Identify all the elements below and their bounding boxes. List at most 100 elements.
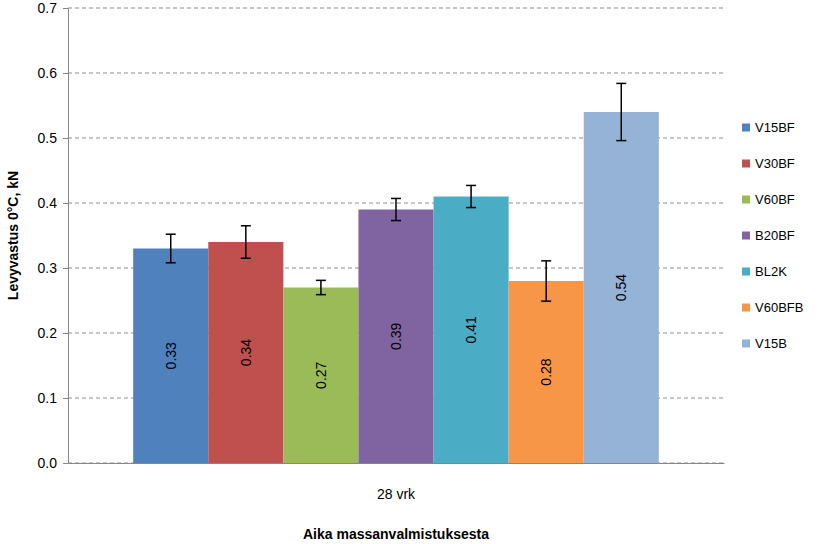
- bar: [133, 249, 208, 464]
- error-bar: [241, 226, 251, 259]
- data-label: 0.27: [313, 361, 329, 388]
- error-bar: [541, 261, 551, 301]
- legend-swatch: [742, 124, 750, 132]
- bar: [509, 281, 584, 463]
- legend: V15BF V30BF V60BF B20BF BL2K V60BFB V15B: [742, 120, 803, 351]
- error-bar-cap: [391, 198, 401, 200]
- error-bar-cap: [316, 294, 326, 296]
- bar: [358, 210, 433, 464]
- legend-item: B20BF: [742, 228, 795, 243]
- grid-line: [68, 8, 724, 9]
- error-bar-cap: [616, 140, 626, 142]
- y-tick-label: 0.7: [38, 0, 58, 16]
- data-label: 0.28: [538, 358, 554, 385]
- legend-item: V15B: [742, 336, 787, 351]
- legend-item: V60BF: [742, 192, 795, 207]
- error-bar-cap: [316, 280, 326, 282]
- legend-swatch: [742, 340, 750, 348]
- x-tick-label: 28 vrk: [377, 486, 416, 502]
- y-tick-label: 0.2: [38, 325, 58, 341]
- legend-label: V60BF: [755, 192, 795, 207]
- legend-label: V30BF: [755, 156, 795, 171]
- error-bar: [316, 280, 326, 294]
- bar: [208, 242, 283, 463]
- error-bar-cap: [166, 262, 176, 264]
- y-tick: 0.3: [38, 260, 68, 276]
- legend-swatch: [742, 196, 750, 204]
- y-tick-label: 0.0: [38, 455, 58, 471]
- error-bar-stem: [545, 261, 547, 301]
- legend-swatch: [742, 160, 750, 168]
- error-bar-cap: [241, 225, 251, 227]
- y-axis: 0.0 0.1 0.2 0.3 0.4 0.5 0.6 0.7: [38, 0, 69, 471]
- y-tick-mark: [63, 398, 68, 399]
- legend-item: V15BF: [742, 120, 795, 135]
- legend-item: V60BFB: [742, 300, 803, 315]
- error-bar-cap: [616, 83, 626, 85]
- legend-label: BL2K: [755, 264, 787, 279]
- bar: [584, 112, 659, 463]
- y-tick: 0.1: [38, 390, 68, 406]
- y-tick-mark: [63, 203, 68, 204]
- legend-swatch: [742, 268, 750, 276]
- y-tick: 0.4: [38, 195, 68, 211]
- legend-swatch: [742, 232, 750, 240]
- y-tick-mark: [63, 268, 68, 269]
- bar: [434, 197, 509, 464]
- legend-item: BL2K: [742, 264, 787, 279]
- y-tick-mark: [63, 333, 68, 334]
- error-bar: [616, 83, 626, 140]
- legend-label: V60BFB: [755, 300, 803, 315]
- error-bar-cap: [241, 258, 251, 260]
- x-tick: 28 vrk: [377, 463, 416, 502]
- plot: 0.33 0.34 0.27 0.39 0.41 0.28 0.54 0.0 0.1 0.2 0.3…: [38, 0, 725, 502]
- x-axis-title: Aika massanvalmistuksesta: [303, 526, 489, 542]
- y-tick-label: 0.6: [38, 65, 58, 81]
- error-bar-cap: [391, 220, 401, 222]
- y-axis-title: Levyvastus 0°C, kN: [5, 171, 21, 300]
- y-tick: 0.0: [38, 455, 68, 471]
- bar: [283, 288, 358, 464]
- error-bar-stem: [320, 280, 322, 294]
- data-label: 0.41: [463, 316, 479, 343]
- grid: [68, 8, 724, 463]
- legend-swatch: [742, 304, 750, 312]
- error-bar-cap: [166, 233, 176, 235]
- data-label: 0.33: [163, 342, 179, 369]
- y-tick: 0.6: [38, 65, 68, 81]
- bars: [133, 83, 659, 463]
- x-axis-line: [69, 463, 725, 464]
- legend-label: V15BF: [755, 120, 795, 135]
- data-label: 0.54: [613, 274, 629, 301]
- error-bar-cap: [541, 260, 551, 262]
- x-axis: 28 vrk: [69, 463, 725, 502]
- data-label: 0.39: [388, 322, 404, 349]
- error-bar-stem: [470, 185, 472, 207]
- data-label: 0.34: [238, 339, 254, 366]
- error-bar: [391, 198, 401, 220]
- grid-line: [68, 73, 724, 74]
- error-bar-stem: [621, 83, 623, 140]
- error-bar-stem: [245, 226, 247, 259]
- y-tick-mark: [63, 138, 68, 139]
- y-tick: 0.2: [38, 325, 68, 341]
- error-bar-stem: [395, 198, 397, 220]
- error-bar-cap: [466, 185, 476, 187]
- y-tick-label: 0.4: [38, 195, 58, 211]
- legend-item: V30BF: [742, 156, 795, 171]
- y-tick-mark: [63, 8, 68, 9]
- y-axis-line: [63, 9, 69, 464]
- y-tick-mark: [63, 73, 68, 74]
- error-bar: [466, 185, 476, 207]
- y-tick-mark: [63, 463, 68, 464]
- error-bar-cap: [541, 300, 551, 302]
- y-tick-label: 0.1: [38, 390, 58, 406]
- error-bar: [166, 234, 176, 263]
- legend-label: V15B: [755, 336, 787, 351]
- legend-label: B20BF: [755, 228, 795, 243]
- y-tick-label: 0.5: [38, 130, 58, 146]
- error-bar-stem: [170, 234, 172, 263]
- error-bar-cap: [466, 207, 476, 209]
- y-tick-label: 0.3: [38, 260, 58, 276]
- data-labels: 0.33 0.34 0.27 0.39 0.41 0.28 0.54: [163, 274, 630, 389]
